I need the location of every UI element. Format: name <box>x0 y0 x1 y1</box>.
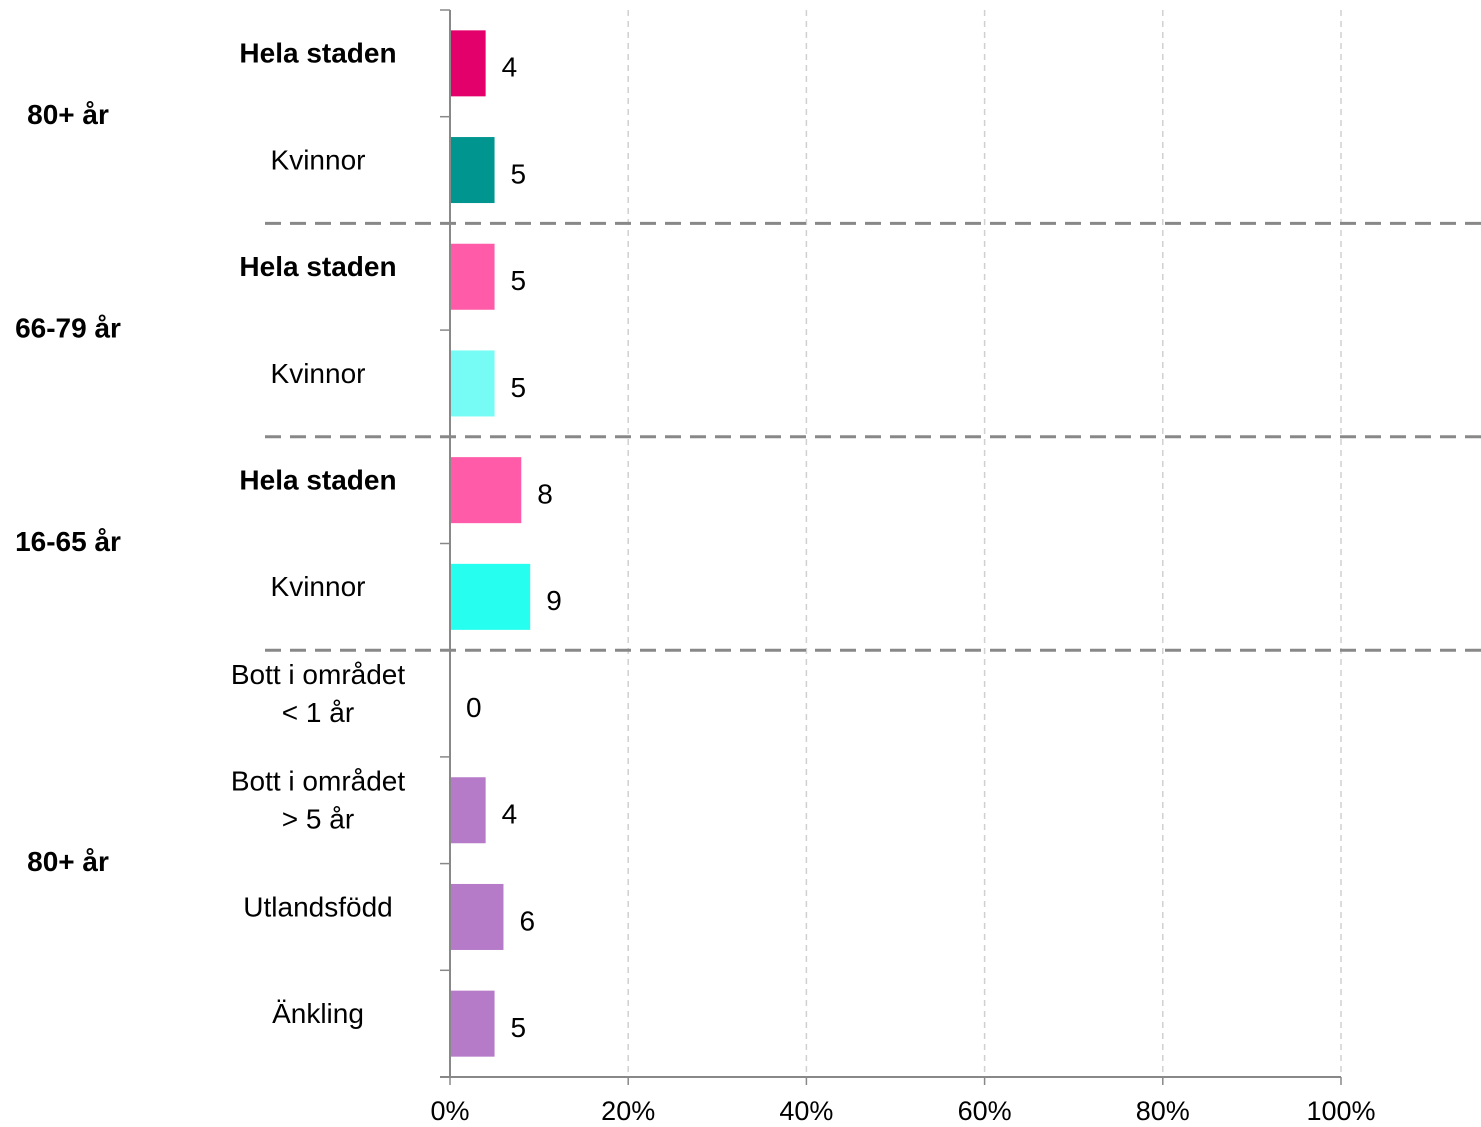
value-label: 8 <box>537 479 553 510</box>
bar <box>450 30 486 97</box>
bar <box>450 137 495 204</box>
category-label: Bott i området <box>231 659 406 690</box>
category-label: Kvinnor <box>271 358 366 389</box>
value-label: 0 <box>466 692 482 723</box>
x-tick-label: 20% <box>601 1096 655 1126</box>
bar <box>450 243 495 310</box>
category-label: Kvinnor <box>271 144 366 175</box>
x-tick-label: 80% <box>1136 1096 1190 1126</box>
category-label: Hela staden <box>239 251 396 282</box>
value-label: 5 <box>511 265 527 296</box>
bar <box>450 563 531 630</box>
x-tick-label: 60% <box>958 1096 1012 1126</box>
bar <box>450 457 522 524</box>
bar <box>450 350 495 417</box>
value-label: 5 <box>511 1012 527 1043</box>
category-label: Hela staden <box>239 465 396 496</box>
group-label: 66-79 år <box>15 312 121 343</box>
bar <box>450 990 495 1057</box>
category-label: > 5 år <box>282 804 354 835</box>
category-label: Kvinnor <box>271 571 366 602</box>
group-label: 16-65 år <box>15 526 121 557</box>
category-label: Bott i området <box>231 766 406 797</box>
value-label: 4 <box>502 799 518 830</box>
x-tick-label: 0% <box>430 1096 469 1126</box>
category-label: Hela staden <box>239 38 396 69</box>
value-label: 6 <box>519 905 535 936</box>
bar <box>450 883 504 950</box>
category-label: Änkling <box>272 998 364 1029</box>
group-label: 80+ år <box>27 99 109 130</box>
group-label: 80+ år <box>27 846 109 877</box>
value-label: 4 <box>502 52 518 83</box>
value-label: 9 <box>546 585 562 616</box>
category-label: < 1 år <box>282 697 354 728</box>
value-label: 5 <box>511 372 527 403</box>
category-label: Utlandsfödd <box>243 891 392 922</box>
x-tick-label: 40% <box>779 1096 833 1126</box>
value-label: 5 <box>511 158 527 189</box>
bar <box>450 777 486 844</box>
x-tick-label: 100% <box>1306 1096 1375 1126</box>
